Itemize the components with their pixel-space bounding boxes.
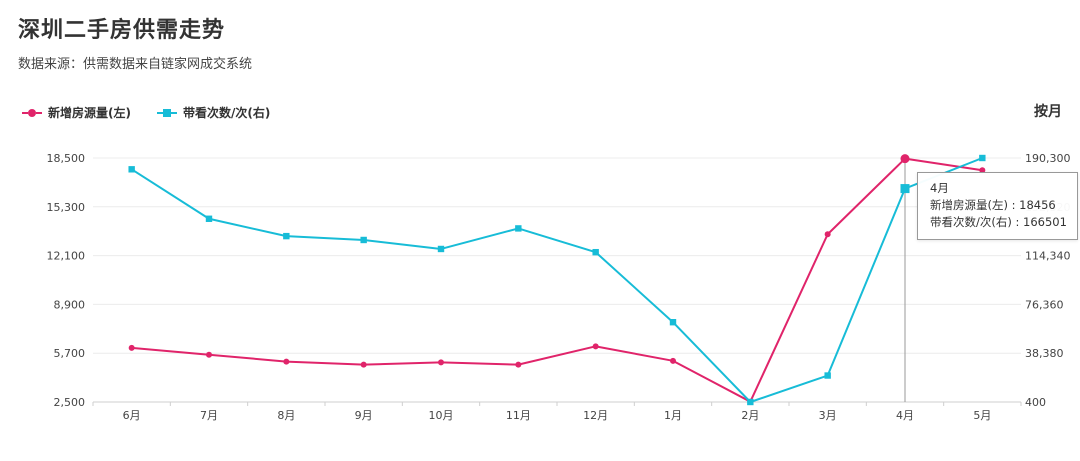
- y-left-tick-label: 18,500: [47, 152, 86, 165]
- series-1-point: [515, 361, 522, 368]
- x-tick-label: 8月: [277, 409, 295, 422]
- x-tick-label: 10月: [429, 409, 454, 422]
- x-tick-label: 3月: [819, 409, 837, 422]
- tooltip-title: 4月: [930, 181, 949, 195]
- y-right-tick-label: 190,300: [1025, 152, 1071, 165]
- series-1-line: [131, 157, 983, 403]
- legend-key-series-2: [156, 108, 177, 118]
- x-tick-label: 5月: [973, 409, 991, 422]
- series-2-point: [592, 248, 599, 256]
- series-1-point: [438, 359, 444, 366]
- legend-label-series-1: 新增房源量(左): [48, 106, 131, 120]
- legend-item-series-2[interactable]: 带看次数/次(右): [156, 104, 271, 121]
- series-1-point: [670, 357, 676, 364]
- y-right-tick-label: 114,340: [1025, 250, 1071, 263]
- chart-title: 深圳二手房供需走势: [18, 18, 226, 43]
- series-2-point: [669, 319, 677, 326]
- series-2-point: [979, 154, 986, 162]
- y-left-tick-label: 8,900: [54, 298, 86, 311]
- series-2-point: [283, 232, 290, 240]
- y-left-tick-label: 12,100: [47, 250, 86, 263]
- series-1-point: [206, 351, 212, 358]
- chart-tooltip: 4月 新增房源量(左) : 18456 带看次数/次(右) : 166501: [917, 172, 1078, 240]
- tooltip-line-series-2: 带看次数/次(右) : 166501: [930, 215, 1067, 229]
- series-1-point: [900, 154, 910, 164]
- legend-label-series-2: 带看次数/次(右): [182, 106, 271, 120]
- period-selector[interactable]: 按月: [1034, 104, 1062, 120]
- y-right-tick-label: 400: [1025, 396, 1046, 409]
- y-left-tick-label: 5,700: [54, 347, 86, 360]
- x-tick-label: 6月: [123, 409, 141, 422]
- series-1-point: [824, 231, 831, 238]
- series-1-point: [128, 344, 135, 351]
- y-left-tick-label: 15,300: [47, 201, 86, 214]
- y-right-tick-label: 38,380: [1025, 347, 1064, 360]
- y-left-tick-label: 2,500: [54, 396, 86, 409]
- series-2-point: [128, 166, 135, 173]
- x-tick-label: 9月: [355, 409, 373, 422]
- series-2-line: [131, 157, 983, 403]
- tooltip-line-series-1: 新增房源量(左) : 18456: [930, 198, 1056, 212]
- legend-key-series-1: [22, 108, 42, 118]
- x-tick-label: 12月: [583, 409, 608, 422]
- x-tick-label: 4月: [896, 409, 914, 422]
- legend: 新增房源量(左) 带看次数/次(右): [22, 104, 270, 121]
- legend-item-series-1[interactable]: 新增房源量(左): [22, 104, 131, 121]
- series-2-point: [360, 236, 367, 244]
- x-tick-label: 1月: [664, 409, 682, 422]
- chart-subtitle: 数据来源：供需数据来自链家网成交系统: [18, 57, 253, 72]
- series-1-point: [360, 361, 367, 368]
- series-1-point: [979, 167, 986, 174]
- series-2-point: [824, 372, 831, 379]
- x-tick-label: 2月: [741, 409, 759, 422]
- series-2-point: [747, 398, 754, 406]
- series-1-point: [592, 343, 599, 350]
- series-2-point: [900, 184, 910, 194]
- x-tick-label: 7月: [200, 409, 218, 422]
- series-1-point: [283, 358, 290, 365]
- y-right-tick-label: 76,360: [1025, 298, 1064, 311]
- series-2-point: [437, 245, 445, 253]
- series-2-point: [515, 225, 522, 232]
- x-tick-label: 11月: [506, 409, 531, 422]
- series-2-point: [205, 215, 213, 222]
